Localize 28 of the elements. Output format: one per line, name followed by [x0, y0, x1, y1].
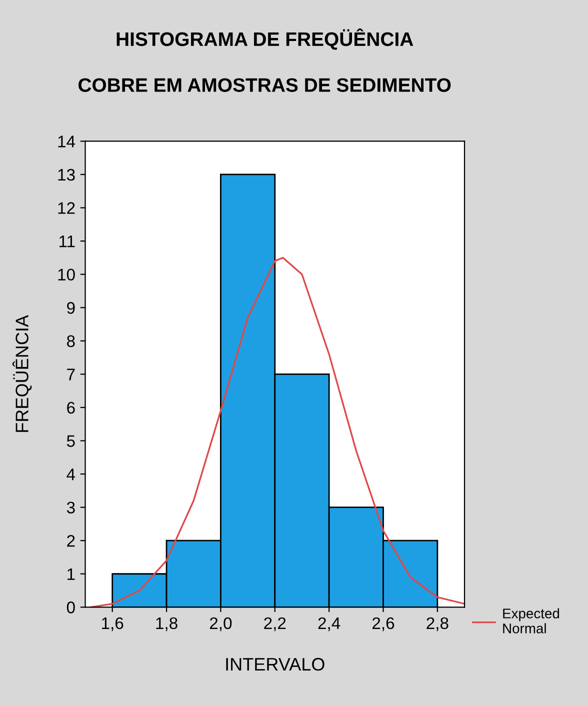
y-tick-label: 12	[58, 202, 75, 214]
x-tick-label: 2,4	[318, 617, 340, 632]
y-tick-label: 13	[58, 168, 75, 181]
x-tick-label: 2,2	[264, 617, 286, 632]
y-tick-label: 2	[67, 534, 75, 547]
x-tick-label: 2,6	[372, 617, 394, 632]
y-tick-label: 0	[66, 602, 75, 614]
x-tick-label: 1,6	[102, 617, 124, 632]
chart-subtitle: COBRE EM AMOSTRAS DE SEDIMENTO	[78, 78, 451, 92]
y-tick-label: 1	[68, 568, 75, 580]
y-tick-label: 14	[58, 136, 76, 148]
y-tick-label: 10	[58, 268, 75, 281]
y-tick-label: 5	[66, 435, 75, 447]
line-series	[90, 256, 465, 608]
y-tick-label: 8	[66, 335, 75, 348]
chart-title: HISTOGRAMA DE FREQÜÊNCIA	[116, 28, 414, 50]
y-tick-label: 9	[67, 302, 75, 314]
y-tick-label: 6	[67, 402, 75, 414]
x-tick-label: 2,8	[426, 617, 448, 632]
legend-label: Expected Normal	[503, 608, 560, 634]
y-tick-label: 11	[60, 236, 75, 248]
x-axis-title: INTERVALO	[226, 658, 324, 671]
y-tick-label: 3	[66, 502, 75, 514]
y-tick-label: 7	[67, 368, 75, 380]
y-tick-label: 4	[66, 468, 76, 480]
x-tick-label: 1,8	[156, 617, 178, 632]
y-axis-title: FREQÜÊNCIA	[12, 315, 32, 432]
x-tick-label: 2,0	[210, 617, 232, 632]
